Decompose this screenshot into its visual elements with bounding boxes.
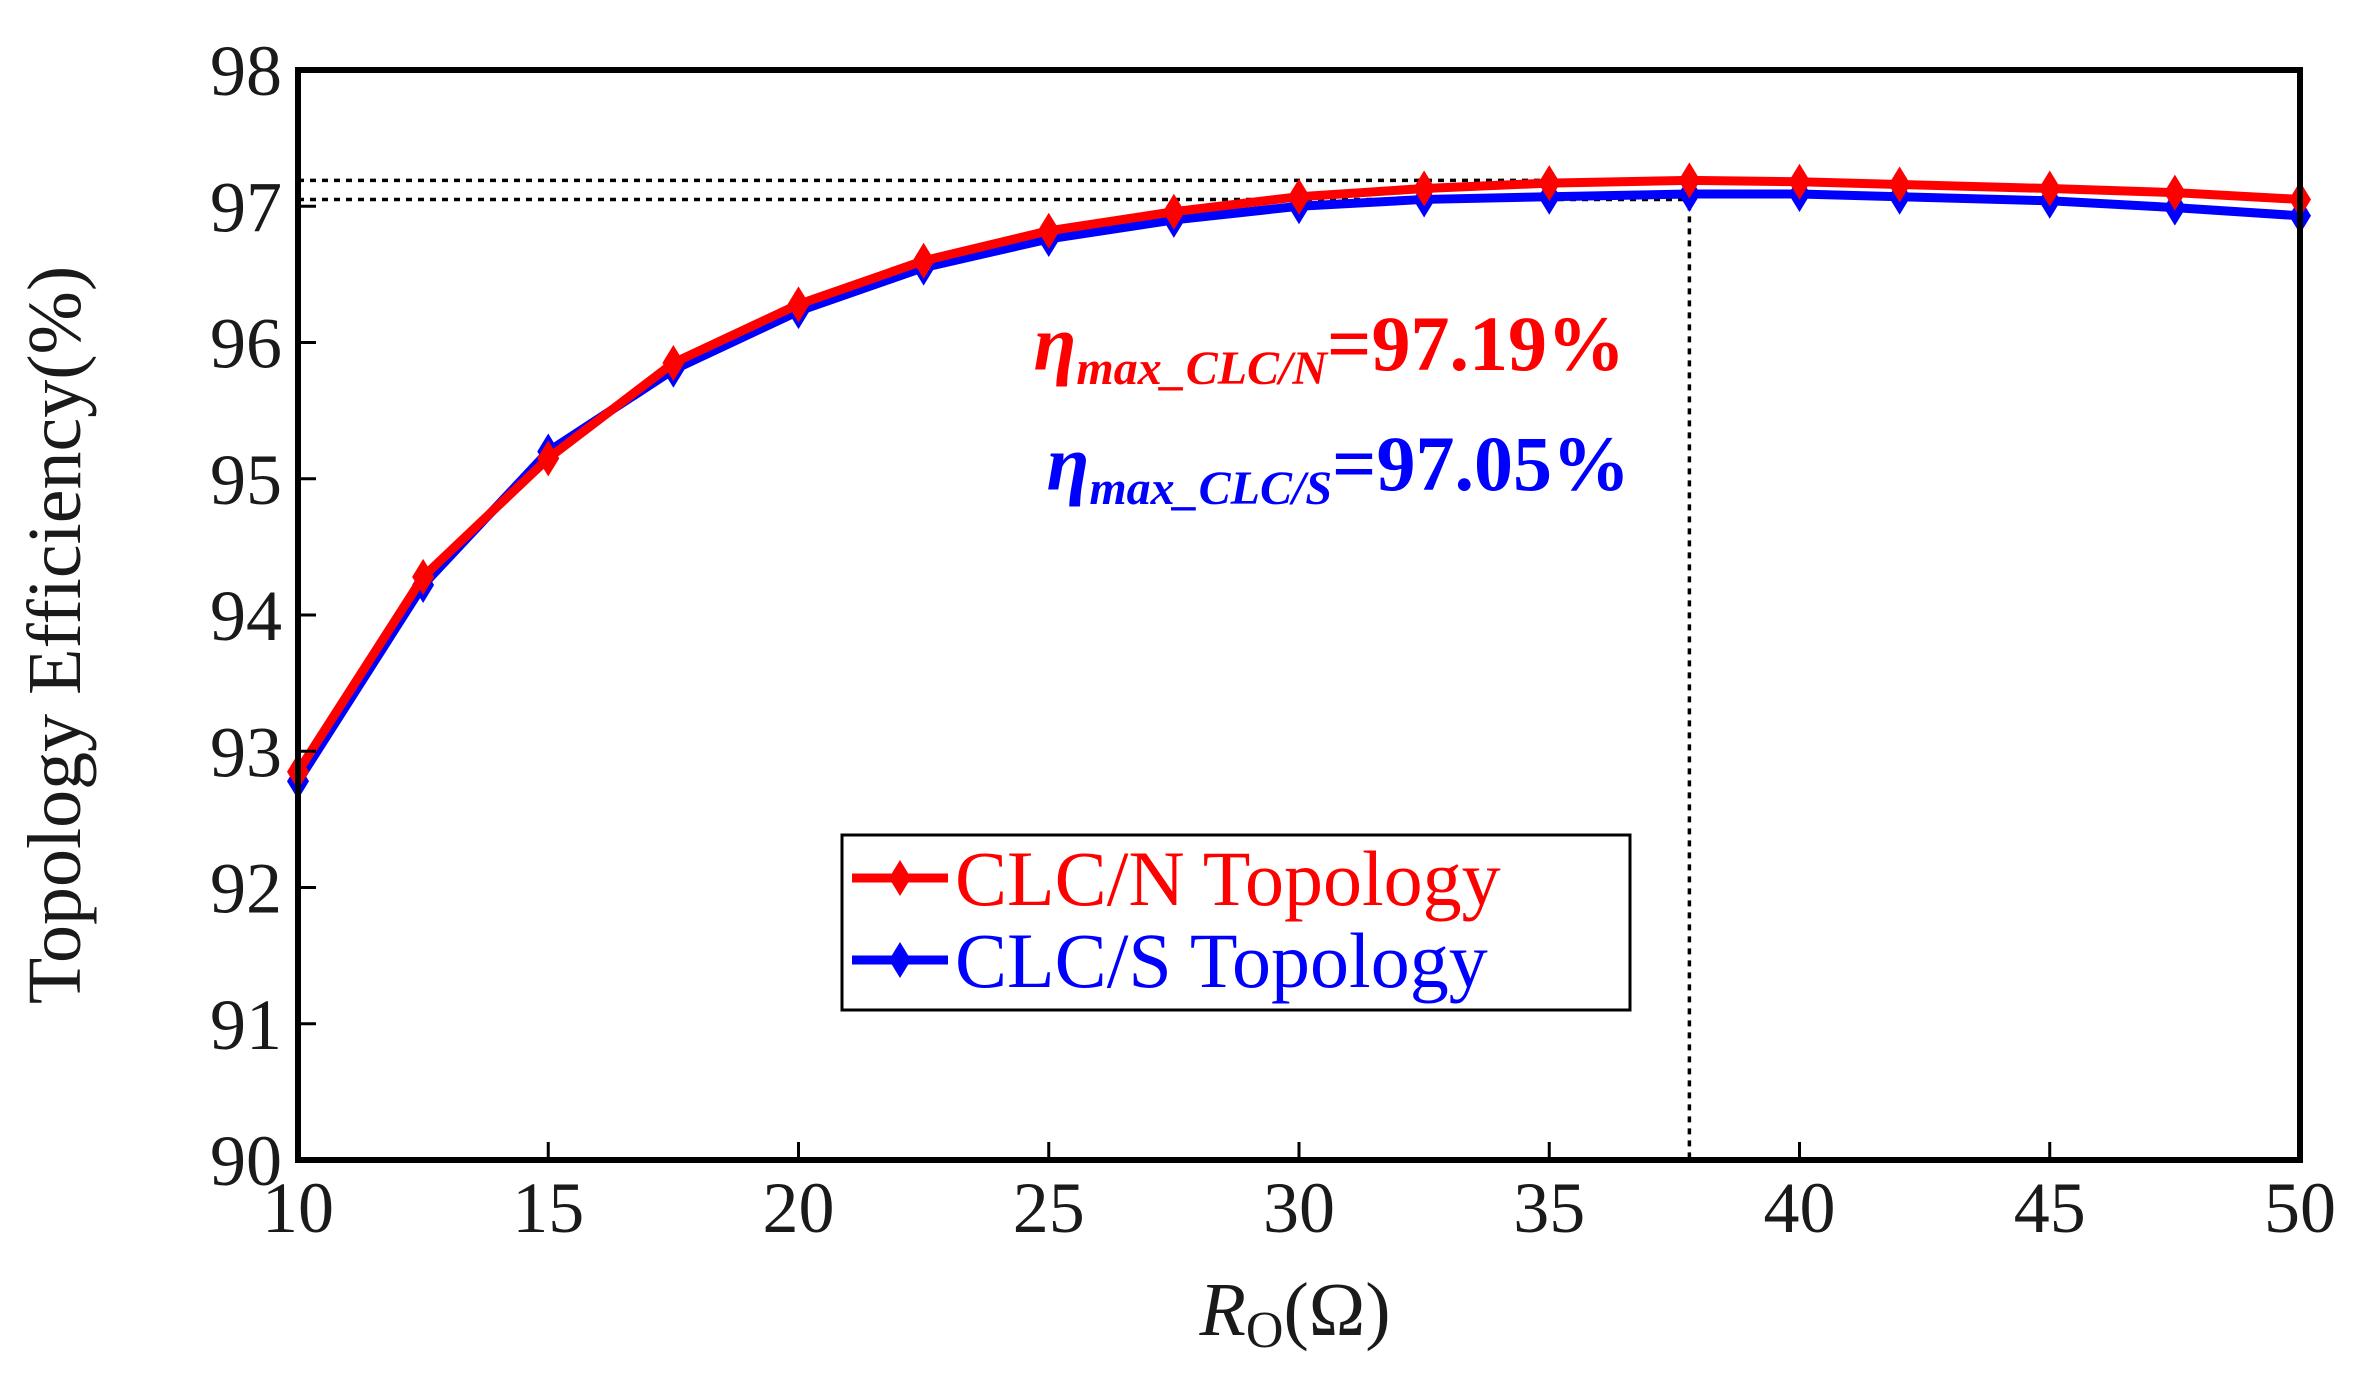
x-tick-label: 15	[512, 1168, 584, 1248]
x-tick-label: 50	[2264, 1168, 2336, 1248]
data-point-clc-n	[1037, 212, 1060, 249]
data-point-clc-n	[2163, 174, 2186, 211]
y-tick-label: 90	[210, 1121, 282, 1201]
y-tick-label: 92	[210, 849, 282, 929]
y-tick-label: 98	[210, 31, 282, 111]
y-axis-title: Topology Efficiency(%)	[13, 266, 97, 1004]
annotation-clc-s-value: =97.05%	[1332, 420, 1630, 507]
y-tick-label: 93	[210, 712, 282, 792]
x-tick-label: 10	[262, 1168, 334, 1248]
x-tick-label: 20	[763, 1168, 835, 1248]
x-tick-label: 45	[2014, 1168, 2086, 1248]
annotation-clc-s-subscript: max_CLC/S	[1089, 462, 1332, 515]
legend-marker-clc-n	[889, 860, 911, 896]
y-tick-label: 95	[210, 440, 282, 520]
x-axis-title-subscript: O	[1246, 1302, 1284, 1359]
data-point-clc-n	[1538, 165, 1561, 202]
legend-box	[840, 833, 1632, 1012]
y-tick-labels: 90 91 92 93 94 95 96 97 98	[210, 31, 282, 1201]
x-axis-title-unit: (Ω)	[1283, 1268, 1390, 1352]
data-point-clc-n	[1678, 162, 1701, 199]
reference-lines	[298, 178, 1692, 1160]
data-point-clc-n	[787, 286, 810, 323]
legend-entry-clc-s: CLC/S Topology	[852, 917, 1488, 1004]
legend-marker-clc-s	[889, 942, 911, 978]
legend: CLC/N Topology CLC/S Topology	[840, 833, 1632, 1012]
data-point-clc-n	[537, 440, 560, 477]
data-point-clc-n	[912, 242, 935, 279]
data-point-clc-n	[1288, 178, 1310, 215]
annotation-clc-s: ηmax_CLC/S=97.05%	[1047, 420, 1630, 515]
annotation-clc-s-symbol: η	[1047, 420, 1090, 507]
data-point-clc-n	[662, 344, 685, 381]
data-point-clc-n	[1888, 166, 1911, 203]
x-tick-label: 35	[1513, 1168, 1585, 1248]
y-tick-label: 94	[210, 576, 282, 656]
data-point-clc-n	[1413, 170, 1436, 207]
legend-label-clc-n: CLC/N Topology	[955, 835, 1501, 922]
legend-label-clc-s: CLC/S Topology	[955, 917, 1488, 1004]
axis-ticks	[296, 68, 2302, 1162]
series-clc-n	[287, 162, 2311, 790]
x-axis-title-symbol: R	[1198, 1268, 1245, 1352]
data-point-clc-n	[412, 558, 435, 595]
annotation-clc-n-symbol: η	[1034, 300, 1077, 387]
series-layer	[287, 162, 2311, 800]
annotation-clc-n-subscript: max_CLC/N	[1076, 342, 1329, 395]
x-tick-label: 30	[1263, 1168, 1335, 1248]
annotation-clc-n: ηmax_CLC/N=97.19%	[1034, 300, 1625, 395]
x-axis-title: RO(Ω)	[1198, 1268, 1390, 1359]
data-point-clc-n	[2038, 170, 2061, 207]
x-tick-label: 40	[1764, 1168, 1836, 1248]
annotation-clc-n-value: =97.19%	[1327, 300, 1625, 387]
legend-entry-clc-n: CLC/N Topology	[852, 835, 1501, 922]
y-tick-label: 97	[210, 167, 282, 247]
annotations: ηmax_CLC/N=97.19% ηmax_CLC/S=97.05%	[1034, 300, 1630, 515]
data-point-clc-n	[1162, 193, 1185, 230]
y-tick-label: 91	[210, 985, 282, 1065]
x-tick-labels: 10 15 20 25 30 35 40 45 50	[262, 1168, 2336, 1248]
data-point-clc-n	[1788, 163, 1811, 200]
y-tick-label: 96	[210, 304, 282, 384]
x-tick-label: 25	[1013, 1168, 1085, 1248]
